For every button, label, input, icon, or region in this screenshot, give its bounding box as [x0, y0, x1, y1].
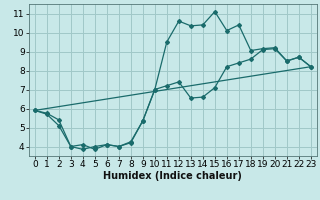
X-axis label: Humidex (Indice chaleur): Humidex (Indice chaleur) — [103, 171, 242, 181]
